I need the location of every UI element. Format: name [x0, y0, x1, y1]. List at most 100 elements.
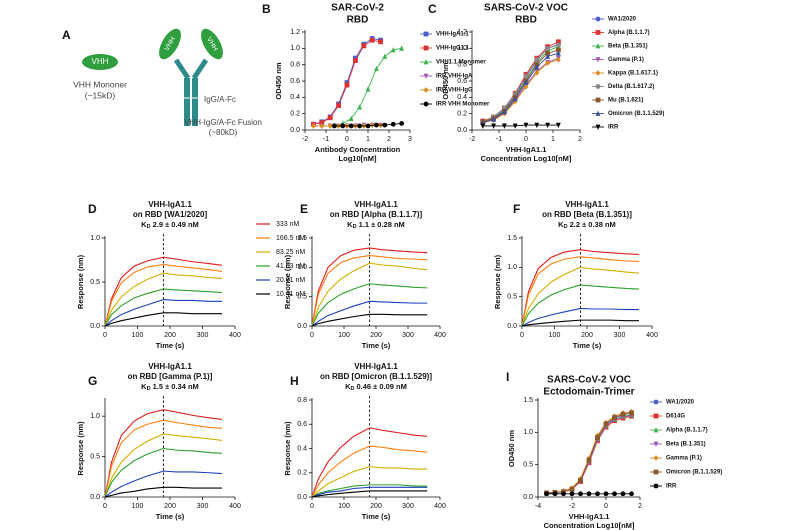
kd-value: 1.1 ± 0.28 nM: [359, 220, 405, 229]
data-point: [556, 56, 561, 63]
kd-symbol: K: [141, 382, 147, 391]
panel-letter: E: [300, 202, 308, 216]
y-tick-label: 0.5: [507, 294, 517, 301]
chart-title: on RBD [Omicron (B.1.1.529)]: [320, 372, 432, 381]
vhh-monomer: [82, 54, 118, 70]
data-point: [556, 39, 561, 45]
legend-marker: [653, 441, 659, 447]
monomer-label: VHH: [92, 57, 109, 66]
y-tick-label: 0.2: [297, 470, 307, 477]
x-axis-label: VHH-IgA1.1: [569, 512, 610, 521]
kd-symbol: K: [141, 220, 147, 229]
x-tick-label: 0: [103, 503, 107, 510]
sensorgram: [521, 256, 640, 327]
legend-label: Delta (B.1.617.2): [608, 84, 654, 90]
y-axis-label: OD450 nm: [274, 62, 283, 99]
sensorgram: [104, 256, 223, 327]
sensorgram: [311, 255, 428, 327]
data-point: [552, 491, 558, 497]
data-point: [620, 491, 626, 497]
y-tick-label: 1.0: [507, 264, 517, 271]
chart-title: on RBD [Gamma (P.1)]: [128, 372, 213, 381]
data-point: [545, 60, 550, 66]
legend-label: IRR VHH-IgG: [436, 88, 473, 94]
y-tick-label: 0.6: [297, 421, 307, 428]
sensorgram: [104, 299, 222, 327]
y-tick-label: 0.6: [290, 78, 300, 85]
x-axis-label: Concentration Log10[nM]: [481, 154, 572, 163]
data-point: [569, 491, 575, 497]
data-point: [374, 122, 379, 128]
y-axis-label: OD450 nm: [441, 62, 450, 99]
chart-title: VHH-IgA1.1: [354, 200, 398, 209]
x-tick-label: 200: [164, 503, 176, 510]
y-axis-label: Response (nm): [493, 254, 502, 309]
x-axis-label: Concentration Log10[nM]: [544, 521, 635, 530]
data-point: [586, 457, 592, 463]
legend-marker: [423, 101, 429, 107]
y-tick-label: 0.2: [457, 111, 467, 118]
y-axis-label: Response (nm): [76, 421, 85, 476]
data-point: [603, 421, 609, 427]
monomer-name: VHH Mononer: [73, 79, 127, 89]
legend-label: Kappa (B.1.617.1): [608, 71, 658, 77]
x-tick-label: -2: [469, 136, 475, 143]
x-axis-label: VHH-IgA1.1: [506, 145, 547, 154]
kd-label: KD 2.2 ± 0.38 nM: [558, 220, 616, 230]
legend-label: Alpha (B.1.1.7): [608, 30, 650, 36]
legend-label: IRR VHH-IgA: [436, 74, 473, 80]
y-tick-label: 1.0: [90, 413, 100, 420]
kd-symbol: K: [345, 382, 351, 391]
data-point: [578, 477, 583, 483]
fc-label: IgG/A-Fc: [204, 95, 236, 104]
x-axis-label: Time (s): [362, 341, 391, 350]
kd-subscript: D: [351, 386, 355, 392]
data-point: [361, 43, 367, 49]
data-point: [534, 69, 540, 76]
x-tick-label: 200: [581, 332, 593, 339]
legend-label: IRR: [666, 484, 677, 490]
data-point: [344, 82, 350, 88]
panel-letter: G: [88, 374, 97, 388]
data-point: [523, 122, 529, 128]
data-point: [348, 115, 354, 121]
y-tick-label: 0.0: [457, 127, 467, 134]
sensorgram: [104, 486, 222, 498]
legend-label: Alpha (B.1.1.7): [666, 428, 708, 434]
data-point: [365, 123, 371, 129]
data-point: [534, 57, 540, 63]
data-point: [534, 122, 540, 128]
data-point: [340, 123, 346, 129]
chart-title: SARS-CoV-2 VOC: [484, 3, 568, 14]
legend-label: Gamma (P.1): [608, 57, 644, 63]
x-tick-label: -1: [323, 136, 329, 143]
legend-marker: [595, 16, 601, 22]
legend-label: 41.63 nM: [276, 263, 305, 270]
legend-label: 333 nM: [276, 221, 300, 228]
sensorgram: [521, 266, 640, 327]
legend-marker: [423, 31, 429, 37]
y-tick-label: 1.0: [90, 235, 100, 242]
panel-letter: D: [88, 202, 97, 216]
x-tick-label: 100: [132, 503, 144, 510]
data-point: [319, 123, 325, 129]
legend-label: IRR: [608, 125, 619, 131]
data-point: [512, 96, 518, 102]
chart-title: on RBD [Beta (B.1.351)]: [542, 210, 632, 219]
legend-marker: [423, 59, 429, 65]
sensorgram: [104, 409, 223, 498]
legend-label: Omicron (B.1.1.529): [666, 470, 722, 476]
data-point: [556, 50, 561, 56]
panel-letter: B: [262, 2, 271, 16]
x-tick-label: 1: [551, 136, 555, 143]
y-tick-label: 0.0: [297, 323, 307, 330]
x-tick-label: -4: [535, 503, 541, 510]
legend-marker: [653, 427, 659, 433]
data-point: [545, 53, 550, 59]
x-tick-label: 400: [434, 503, 446, 510]
sensorgram: [311, 445, 428, 498]
kd-subscript: D: [147, 386, 151, 392]
kd-label: KD 1.5 ± 0.34 nM: [141, 382, 199, 392]
x-tick-label: 300: [614, 332, 626, 339]
x-tick-label: 200: [370, 503, 382, 510]
